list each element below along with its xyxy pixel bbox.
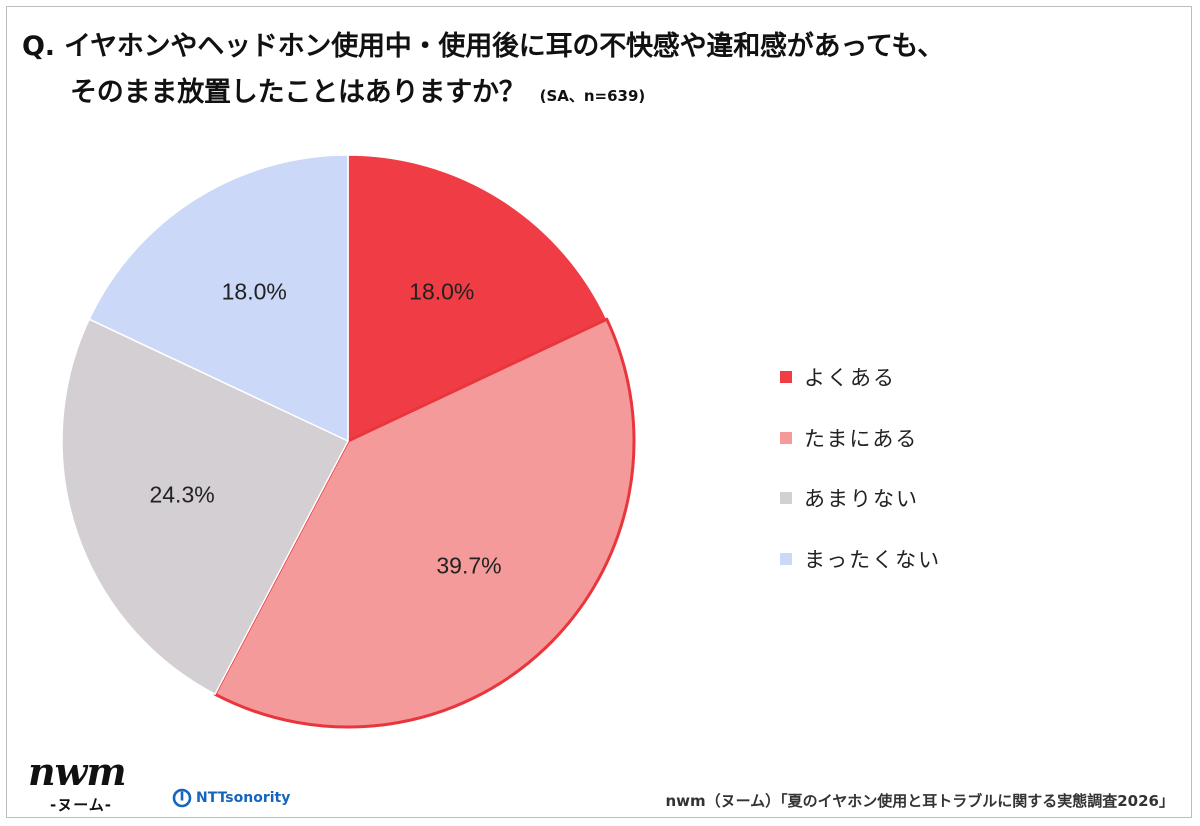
ntt-sonority-text: NTTsonority	[196, 790, 291, 806]
legend-label: まったくない	[804, 547, 942, 572]
pie-slice-rarely	[61, 318, 349, 695]
legend-item-never: まったくない	[780, 544, 941, 574]
legend-label: あまりない	[804, 487, 919, 511]
pie-data-label: 24.3%	[149, 482, 214, 508]
pie-slice-often	[347, 154, 608, 442]
chart-frame	[6, 6, 1192, 818]
pie-slice-sometimes	[213, 317, 636, 729]
pie-data-label: 39.7%	[436, 553, 501, 579]
legend-swatch	[780, 371, 792, 383]
nwm-logo: nwm	[28, 749, 127, 794]
sample-note: (SA、n=639)	[539, 87, 646, 105]
source-credit: nwm（ヌーム）「夏のイヤホン使用と耳トラブルに関する実態調査2026」	[665, 792, 1174, 810]
chart-title-line1: Q. イヤホンやヘッドホン使用中・使用後に耳の不快感や違和感があっても、	[22, 31, 945, 62]
ntt-sonority-icon	[172, 788, 192, 808]
legend-swatch	[780, 492, 792, 504]
legend-item-often: よくある	[780, 362, 941, 392]
legend-swatch	[780, 552, 792, 565]
chart-title-line2-text: そのまま放置したことはありますか？	[70, 77, 526, 108]
pie-data-label: 18.0%	[222, 278, 287, 304]
nwm-logo-subtitle: -ヌーム-	[50, 796, 113, 814]
legend-label: よくある	[804, 366, 896, 390]
legend: よくある たまにある あまりない まったくない	[780, 362, 941, 604]
chart-title-line2: そのまま放置したことはありますか？ (SA、n=639)	[70, 70, 645, 109]
pie-slice-never	[88, 154, 349, 442]
legend-swatch	[780, 431, 792, 444]
pie-data-label: 18.0%	[409, 278, 474, 304]
ntt-sonority-logo: NTTsonority	[172, 788, 290, 808]
legend-label: たまにある	[804, 426, 919, 451]
legend-item-rarely: あまりない	[780, 483, 941, 513]
legend-item-sometimes: たまにある	[780, 423, 941, 453]
